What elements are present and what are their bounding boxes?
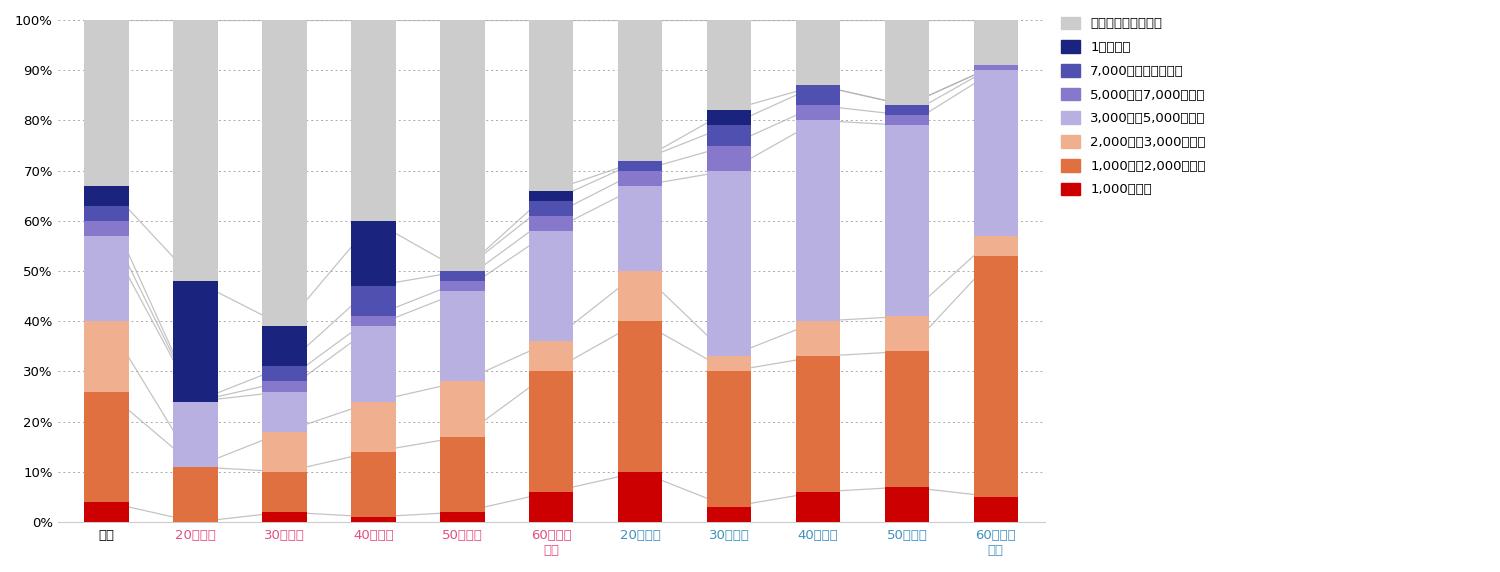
Bar <box>84 391 129 502</box>
Bar <box>885 316 928 351</box>
Bar <box>706 110 752 125</box>
Bar <box>796 105 840 121</box>
Bar <box>796 356 840 492</box>
Bar <box>706 170 752 356</box>
Bar <box>440 20 485 271</box>
Bar <box>618 321 663 472</box>
Bar <box>351 20 396 221</box>
Bar <box>885 351 928 487</box>
Bar <box>885 487 928 522</box>
Bar <box>174 281 217 402</box>
Bar <box>974 236 1018 256</box>
Bar <box>796 321 840 356</box>
Bar <box>885 125 928 316</box>
Bar <box>351 517 396 522</box>
Bar <box>796 20 840 85</box>
Bar <box>706 145 752 170</box>
Bar <box>440 281 485 291</box>
Bar <box>174 467 217 522</box>
Bar <box>262 326 306 367</box>
Bar <box>974 497 1018 522</box>
Bar <box>885 116 928 125</box>
Bar <box>530 216 573 231</box>
Bar <box>618 186 663 271</box>
Bar <box>351 286 396 316</box>
Bar <box>618 271 663 321</box>
Legend: 利用したことがない, 1万円以上, 7,000円～１万円未満, 5,000円～7,000円未満, 3,000円～5,000円未満, 2,000円～3,000円未: 利用したことがない, 1万円以上, 7,000円～１万円未満, 5,000円～7… <box>1060 17 1206 196</box>
Bar <box>618 20 663 161</box>
Bar <box>530 201 573 216</box>
Bar <box>440 512 485 522</box>
Bar <box>530 371 573 492</box>
Bar <box>706 356 752 371</box>
Bar <box>351 326 396 402</box>
Bar <box>440 382 485 436</box>
Bar <box>706 20 752 110</box>
Bar <box>974 70 1018 236</box>
Bar <box>351 452 396 517</box>
Bar <box>618 161 663 170</box>
Bar <box>84 236 129 321</box>
Bar <box>84 502 129 522</box>
Bar <box>84 20 129 186</box>
Bar <box>530 20 573 190</box>
Bar <box>530 190 573 201</box>
Bar <box>530 231 573 341</box>
Bar <box>351 316 396 326</box>
Bar <box>351 402 396 452</box>
Bar <box>84 321 129 391</box>
Bar <box>974 256 1018 497</box>
Bar <box>174 402 217 467</box>
Bar <box>796 121 840 321</box>
Bar <box>618 472 663 522</box>
Bar <box>262 20 306 326</box>
Bar <box>706 507 752 522</box>
Bar <box>84 221 129 236</box>
Bar <box>262 472 306 512</box>
Bar <box>84 186 129 206</box>
Bar <box>351 221 396 286</box>
Bar <box>84 206 129 221</box>
Bar <box>796 492 840 522</box>
Bar <box>885 20 928 105</box>
Bar <box>174 20 217 281</box>
Bar <box>530 341 573 371</box>
Bar <box>440 436 485 512</box>
Bar <box>262 382 306 391</box>
Bar <box>796 85 840 105</box>
Bar <box>262 367 306 382</box>
Bar <box>262 512 306 522</box>
Bar <box>974 20 1018 65</box>
Bar <box>974 65 1018 70</box>
Bar <box>706 371 752 507</box>
Bar <box>262 391 306 432</box>
Bar <box>440 291 485 382</box>
Bar <box>262 432 306 472</box>
Bar <box>440 271 485 281</box>
Bar <box>618 170 663 186</box>
Bar <box>530 492 573 522</box>
Bar <box>885 105 928 116</box>
Bar <box>706 125 752 145</box>
